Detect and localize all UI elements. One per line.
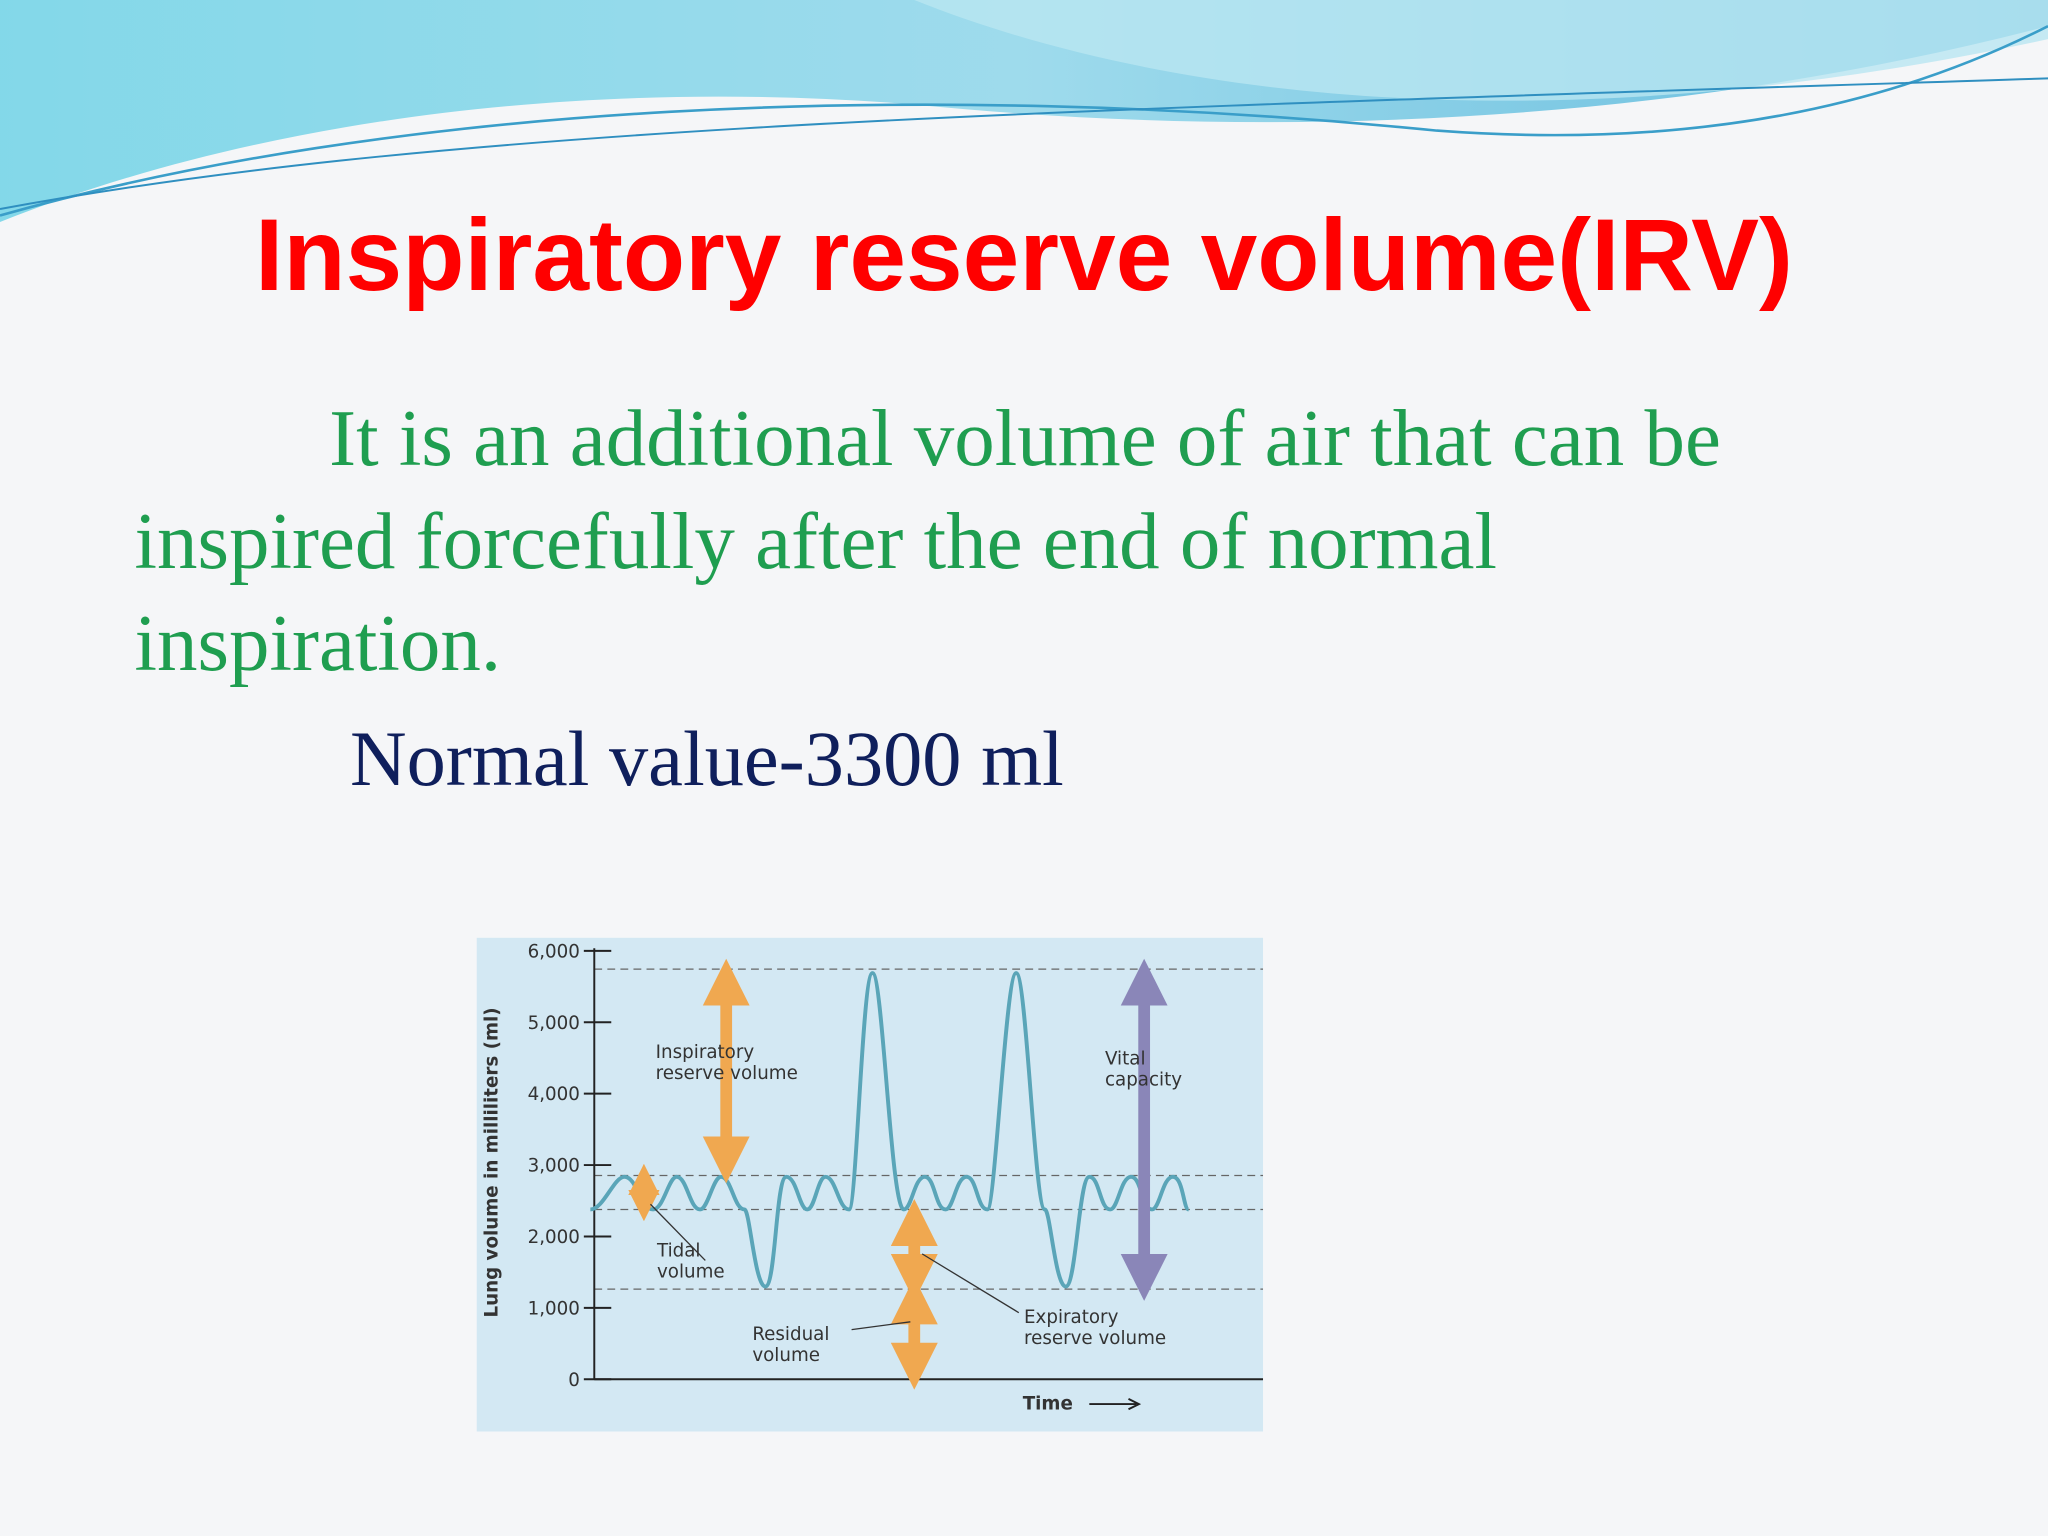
y-tick-label: 2,000 [528, 1227, 580, 1248]
y-tick-label: 6,000 [528, 941, 580, 962]
y-tick-label: 5,000 [528, 1013, 580, 1034]
slide-title: Inspiratory reserve volume(IRV) [255, 198, 1793, 312]
definition-line: inspired forcefully after the end of nor… [135, 496, 1497, 586]
y-tick-label: 0 [568, 1370, 580, 1391]
time-arrow [1089, 1397, 1142, 1411]
y-tick-label: 3,000 [528, 1156, 580, 1177]
definition-line: It is an additional volume of air that c… [329, 393, 1721, 483]
annotation: Vital [1105, 1048, 1146, 1069]
annotation: Expiratory [1024, 1307, 1119, 1328]
x-axis-label: Time [1023, 1393, 1073, 1414]
annotation: Residual [752, 1324, 829, 1345]
annotation: reserve volume [656, 1063, 798, 1084]
lung-volume-figure: Inspiratory reserve volume Vital capacit… [476, 937, 1264, 1432]
annotation: Inspiratory [656, 1042, 755, 1063]
annotation: volume [752, 1345, 820, 1366]
annotation: Tidal [656, 1240, 701, 1261]
annotation: reserve volume [1024, 1328, 1166, 1349]
top-decoration [0, 0, 2048, 223]
leader-lines [649, 1203, 1020, 1331]
definition-line: inspiration. [135, 598, 502, 688]
y-tick-label: 4,000 [528, 1084, 580, 1105]
normal-value: Normal value-3300 ml [350, 715, 1064, 802]
y-axis-label: Lung volume in milliliters (ml) [482, 1007, 503, 1317]
annotation: volume [657, 1261, 725, 1282]
annotation: capacity [1105, 1069, 1182, 1090]
arrows [628, 958, 1168, 1390]
y-tick-label: 1,000 [528, 1298, 580, 1319]
